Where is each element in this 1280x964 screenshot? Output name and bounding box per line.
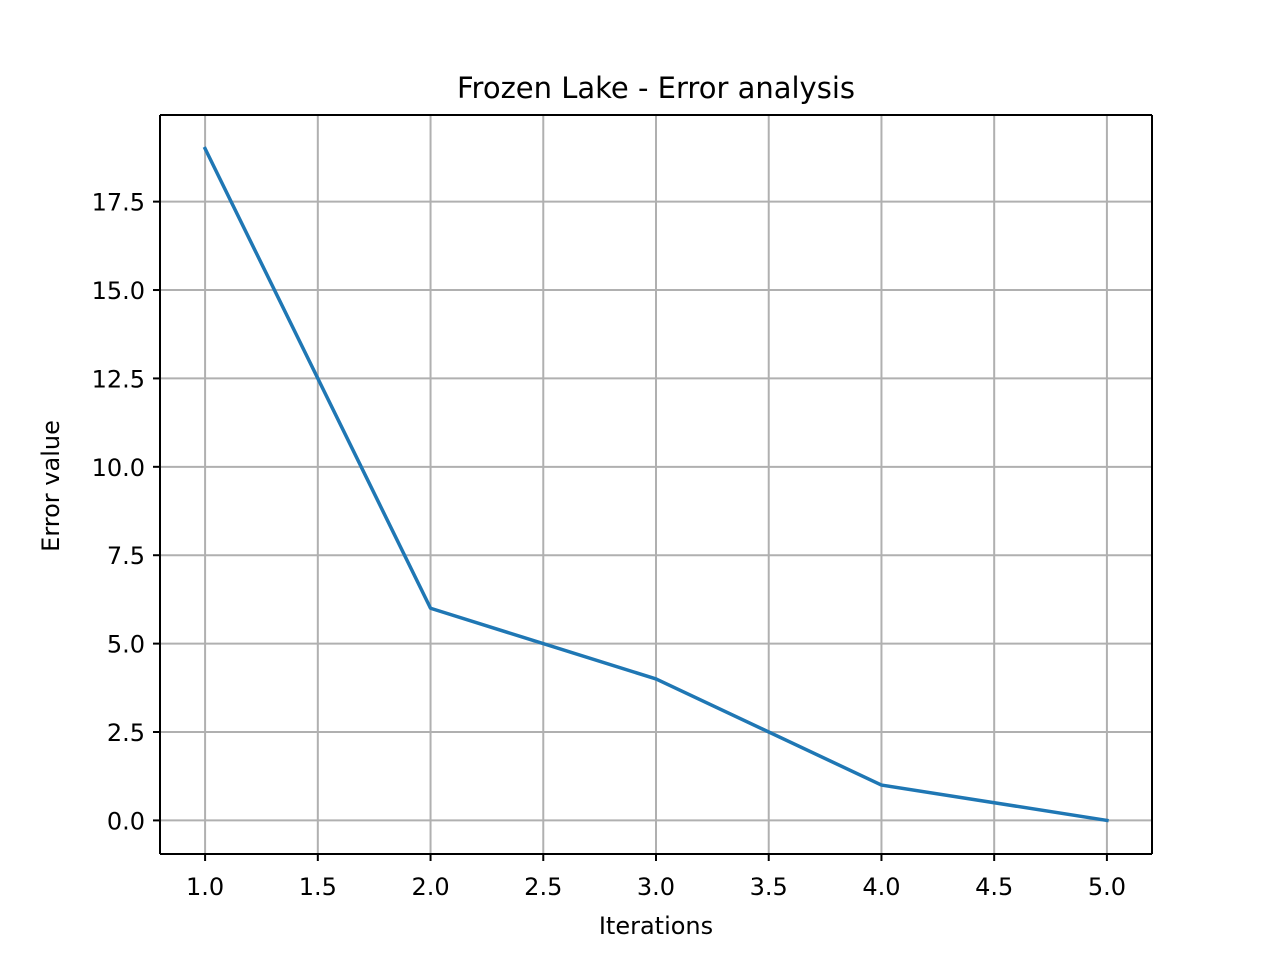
y-tick-label: 12.5 — [92, 365, 145, 393]
y-tick-label: 2.5 — [107, 719, 145, 747]
x-axis-label: Iterations — [599, 912, 713, 940]
x-tick-label: 2.0 — [411, 873, 449, 901]
x-tick-label: 1.0 — [186, 873, 224, 901]
x-tick-label: 3.5 — [750, 873, 788, 901]
y-axis-label: Error value — [37, 420, 65, 552]
y-tick-label: 15.0 — [92, 277, 145, 305]
chart-title: Frozen Lake - Error analysis — [457, 71, 855, 105]
y-tick-label: 7.5 — [107, 542, 145, 570]
x-tick-label: 2.5 — [524, 873, 562, 901]
x-tick-label: 4.0 — [862, 873, 900, 901]
y-tick-label: 0.0 — [107, 807, 145, 835]
x-tick-label: 3.0 — [637, 873, 675, 901]
x-tick-label: 1.5 — [299, 873, 337, 901]
y-tick-label: 10.0 — [92, 454, 145, 482]
y-tick-label: 5.0 — [107, 631, 145, 659]
x-tick-label: 5.0 — [1088, 873, 1126, 901]
y-tick-label: 17.5 — [92, 189, 145, 217]
x-tick-label: 4.5 — [975, 873, 1013, 901]
